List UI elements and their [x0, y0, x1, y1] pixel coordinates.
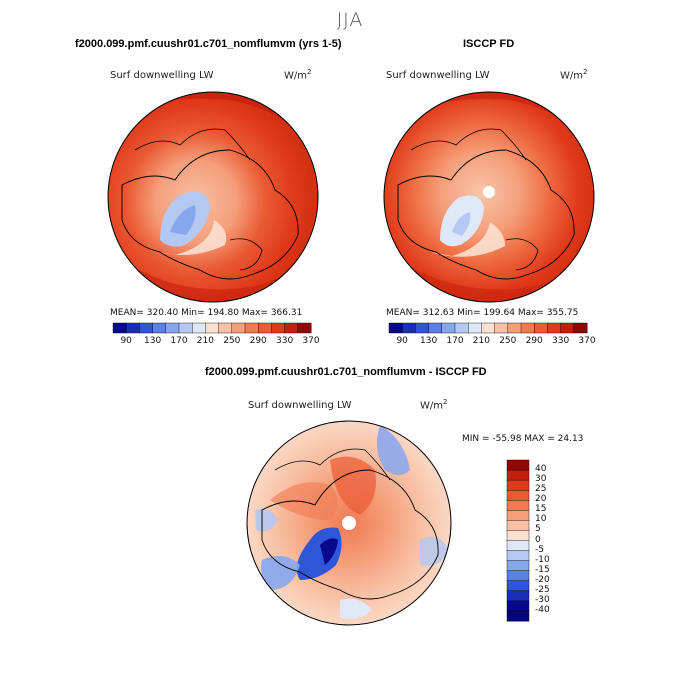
colorbar-swatch — [258, 322, 272, 334]
colorbar-swatch — [454, 322, 469, 334]
colorbar-tick-label: 130 — [420, 336, 438, 346]
colorbar-tick-label: 90 — [120, 336, 132, 346]
colorbar-tick-label: 290 — [525, 336, 543, 346]
colorbar-swatch — [506, 590, 530, 602]
difference-colorbar — [506, 459, 530, 622]
bottom-panel-units: W/m2 — [420, 398, 448, 412]
colorbar-swatch — [520, 322, 535, 334]
colorbar-tick-label: 130 — [144, 336, 162, 346]
colorbar-tick-label: 5 — [535, 524, 541, 535]
colorbar-tick-label: 330 — [276, 336, 294, 346]
colorbar-tick-label: -15 — [535, 564, 550, 575]
colorbar-swatch — [506, 600, 530, 612]
colorbar-tick-label: -5 — [535, 544, 544, 555]
colorbar-swatch — [506, 510, 530, 521]
colorbar-swatch — [297, 322, 312, 334]
colorbar-tick-label: 250 — [499, 336, 517, 346]
colorbar-swatch — [506, 580, 530, 592]
colorbar-tick-label: 330 — [552, 336, 570, 346]
colorbar-swatch — [506, 459, 530, 471]
colorbar-tick-label: 15 — [535, 504, 547, 515]
colorbar-swatch — [506, 540, 530, 552]
colorbar-tick-label: 170 — [170, 336, 188, 346]
colorbar-swatch — [178, 322, 193, 334]
colorbar-swatch — [112, 322, 127, 334]
colorbar-swatch — [415, 322, 430, 334]
right-panel-subtitle: Surf downwelling LW — [386, 70, 490, 81]
colorbar-tick-label: 20 — [535, 494, 547, 505]
colorbar-tick-label: 210 — [196, 336, 214, 346]
colorbar-swatch — [205, 322, 220, 334]
colorbar-tick-label: 40 — [535, 464, 547, 475]
left-panel-units: W/m2 — [284, 68, 312, 82]
right-colorbar — [388, 322, 588, 334]
right-panel-units: W/m2 — [560, 68, 588, 82]
left-polar-map — [107, 91, 319, 303]
colorbar-swatch — [191, 322, 206, 334]
colorbar-tick-label: -40 — [535, 604, 550, 615]
right-panel-title: ISCCP FD — [463, 38, 515, 50]
colorbar-tick-label: 290 — [249, 336, 267, 346]
colorbar-tick-label: 250 — [223, 336, 241, 346]
colorbar-swatch — [139, 322, 154, 334]
colorbar-swatch — [244, 322, 259, 334]
colorbar-swatch — [506, 520, 530, 531]
colorbar-swatch — [165, 322, 180, 334]
colorbar-tick-label: -25 — [535, 584, 550, 595]
colorbar-tick-label: -20 — [535, 574, 550, 585]
colorbar-tick-label: -30 — [535, 594, 550, 605]
colorbar-swatch — [506, 479, 530, 491]
colorbar-swatch — [506, 469, 530, 481]
colorbar-swatch — [284, 322, 299, 334]
colorbar-tick-label: -10 — [535, 554, 550, 565]
colorbar-swatch — [402, 322, 416, 334]
left-panel-title: f2000.099.pmf.cuushr01.c701_nomflumvm (y… — [75, 38, 342, 50]
colorbar-tick-label: 30 — [535, 474, 547, 485]
right-panel-stats: MEAN= 312.63 Min= 199.64 Max= 355.75 — [386, 308, 579, 318]
colorbar-swatch — [506, 560, 530, 572]
colorbar-swatch — [573, 322, 588, 334]
colorbar-tick-label: 170 — [446, 336, 464, 346]
bottom-panel-subtitle: Surf downwelling LW — [248, 400, 352, 411]
colorbar-tick-label: 0 — [535, 534, 541, 545]
left-colorbar — [112, 322, 312, 334]
left-panel-stats: MEAN= 320.40 Min= 194.80 Max= 366.31 — [110, 308, 303, 318]
colorbar-swatch — [506, 550, 530, 562]
colorbar-swatch — [506, 500, 530, 511]
colorbar-tick-label: 25 — [535, 484, 547, 495]
bottom-panel-stats: MIN = -55.98 MAX = 24.13 — [462, 434, 584, 444]
colorbar-swatch — [388, 322, 403, 334]
colorbar-swatch — [441, 322, 456, 334]
colorbar-swatch — [507, 322, 522, 334]
colorbar-swatch — [506, 489, 530, 501]
right-colorbar-ticks: 90 130 170 210 250 290 330 370 — [0, 336, 700, 350]
season-title: JJA — [336, 9, 364, 31]
colorbar-swatch — [481, 322, 496, 334]
colorbar-swatch — [506, 570, 530, 582]
left-panel-subtitle: Surf downwelling LW — [110, 70, 214, 81]
colorbar-swatch — [506, 610, 530, 622]
colorbar-swatch — [271, 322, 286, 334]
colorbar-tick-label: 10 — [535, 514, 547, 525]
colorbar-tick-label: 90 — [396, 336, 408, 346]
difference-colorbar-ticks: 40 30 25 20 15 10 5 0 -5 -10 -15 -20 -25 -30 -40 — [535, 0, 595, 700]
difference-polar-map — [246, 420, 452, 626]
colorbar-tick-label: 370 — [302, 336, 320, 346]
colorbar-swatch — [125, 322, 140, 334]
left-colorbar-ticks: 90 130 170 210 250 290 330 370 — [0, 336, 700, 350]
colorbar-swatch — [231, 322, 246, 334]
colorbar-swatch — [152, 322, 167, 334]
colorbar-swatch — [428, 322, 443, 334]
colorbar-tick-label: 370 — [578, 336, 596, 346]
colorbar-swatch — [218, 322, 233, 334]
colorbar-swatch — [494, 322, 509, 334]
colorbar-swatch — [506, 530, 530, 542]
colorbar-tick-label: 210 — [472, 336, 490, 346]
bottom-panel-title: f2000.099.pmf.cuushr01.c701_nomflumvm - … — [205, 366, 487, 378]
colorbar-swatch — [468, 322, 482, 334]
